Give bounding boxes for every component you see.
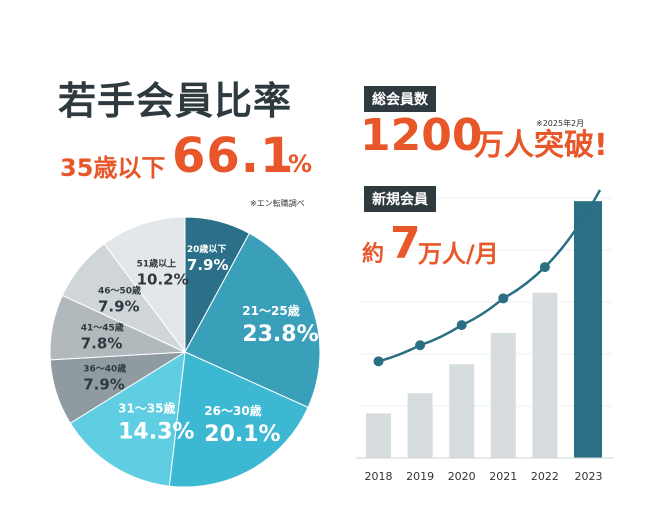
pie-title: 若手会員比率 [58, 79, 293, 123]
pie-slice-label: 36～40歳 [83, 362, 126, 374]
x-axis-labels: 2018 2019 2020 2021 2022 2023 [365, 470, 603, 483]
pie-slice [168, 351, 309, 488]
young-ratio-prefix: 35歳以下 [60, 154, 166, 182]
pie-slice-value: 7.8% [81, 334, 123, 352]
trend-line-path [378, 189, 602, 363]
pie-slice-value: 20.1% [204, 422, 280, 447]
pie-slice [184, 232, 321, 409]
young-ratio-value: 66.1 [172, 128, 295, 184]
bar-2020 [449, 364, 475, 458]
pie-slice-label: 46～50歳 [98, 284, 141, 296]
pie-slice-value: 14.3% [118, 420, 194, 445]
new-members-label: 新規会員 [364, 186, 436, 212]
x-tick-label: 2019 [406, 470, 434, 483]
pie-slice [69, 351, 186, 487]
pie-slice-value: 7.9% [98, 297, 140, 315]
bar-2021 [490, 332, 516, 458]
trend-point [415, 340, 426, 351]
trend-point [498, 293, 509, 304]
pie-slice-value: 7.9% [187, 256, 229, 274]
new-members-prefix: 約 [362, 242, 385, 267]
total-note: ※2025年2月 [536, 119, 585, 128]
bar-2022 [532, 292, 558, 458]
pie-slice-label: 51歳以上 [137, 258, 177, 270]
pie-slice-value: 10.2% [137, 271, 189, 289]
bar-2019 [407, 393, 433, 458]
new-members-suffix: 万人/月 [418, 240, 499, 268]
total-members-value: 1200 [360, 110, 483, 161]
trend-point [373, 356, 384, 367]
pie-slice-label: 31～35歳 [118, 401, 175, 416]
pie-slice [103, 216, 186, 354]
pie-labels: 20歳以下7.9%21～25歳23.8%26～30歳20.1%31～35歳14.… [81, 243, 319, 447]
bar-chart [356, 197, 614, 459]
source-note: ※エン転職調べ [250, 199, 305, 208]
x-tick-label: 2020 [448, 470, 476, 483]
young-ratio-unit: % [288, 150, 313, 178]
bar-2018 [366, 413, 391, 458]
bar-2023 [574, 201, 602, 458]
trend-point [456, 320, 467, 331]
pie-slice-label: 21～25歳 [242, 303, 299, 318]
trend-point [539, 262, 550, 273]
new-members-value: 7 [390, 218, 421, 269]
pie-slice-value: 7.9% [83, 375, 125, 393]
pie-slice-label: 41～45歳 [81, 321, 124, 333]
total-members-label: 総会員数 [364, 86, 436, 112]
pie-slice-value: 23.8% [242, 322, 318, 347]
pie-slice-label: 26～30歳 [204, 403, 261, 418]
pie-chart [49, 216, 321, 488]
x-tick-label: 2023 [575, 470, 603, 483]
x-tick-label: 2021 [489, 470, 517, 483]
x-tick-label: 2018 [365, 470, 393, 483]
x-tick-label: 2022 [531, 470, 559, 483]
trend-line [373, 189, 602, 367]
total-members-suffix: 万人突破! [474, 128, 608, 163]
pie-slice-label: 20歳以下 [187, 243, 227, 255]
